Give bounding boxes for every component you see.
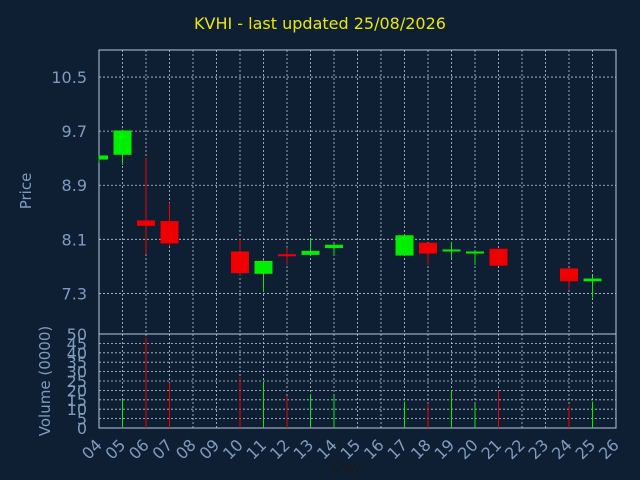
volume-tick-label: 50 <box>67 325 87 344</box>
candle-body <box>99 155 108 160</box>
candle-body <box>583 278 602 282</box>
price-tick-label: 8.1 <box>62 230 87 249</box>
candle-body <box>113 130 132 155</box>
volume-tick-label: 20 <box>67 381 87 400</box>
candle-body <box>278 254 296 257</box>
candle-body <box>137 220 155 226</box>
volume-tick-label: 40 <box>67 344 87 363</box>
volume-tick-label: 45 <box>67 334 87 353</box>
x-tick-label: 26 <box>595 435 623 463</box>
candle-body <box>466 251 484 254</box>
candle-body <box>231 251 249 274</box>
volume-tick-label: 10 <box>67 400 87 419</box>
price-tick-label: 9.7 <box>62 122 87 141</box>
candle-body <box>254 260 273 274</box>
volume-tick-label: 15 <box>67 391 87 410</box>
volume-tick-label: 30 <box>67 363 87 382</box>
candle-body <box>395 235 414 256</box>
volume-tick-label: 5 <box>77 410 87 429</box>
volume-tick-label: 25 <box>67 372 87 391</box>
volume-tick-label: 0 <box>77 419 87 438</box>
candle-body <box>489 248 508 266</box>
candle-body <box>301 250 320 255</box>
candle-body <box>419 242 437 254</box>
candle-body <box>442 249 461 252</box>
price-tick-label: 7.3 <box>62 284 87 303</box>
volume-tick-label: 35 <box>67 353 87 372</box>
price-tick-label: 8.9 <box>62 176 87 195</box>
price-tick-label: 10.5 <box>51 68 87 87</box>
x-axis-title: Day <box>332 458 362 476</box>
candle-body <box>560 268 578 282</box>
chart-title: KVHI - last updated 25/08/2026 <box>194 14 446 33</box>
candle-body <box>160 221 179 244</box>
candle-body <box>325 244 343 249</box>
